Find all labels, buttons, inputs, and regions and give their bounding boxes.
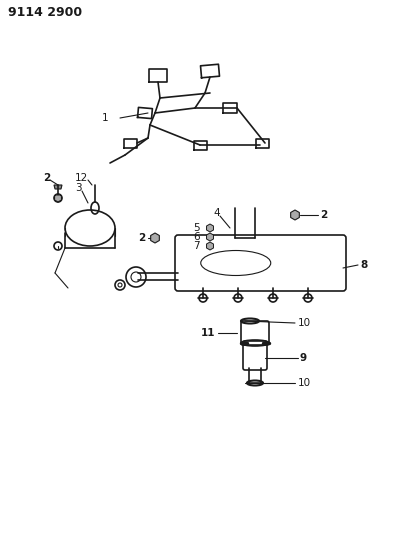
Text: 1: 1 (102, 113, 108, 123)
Text: 4: 4 (213, 208, 220, 218)
Text: 2: 2 (138, 233, 145, 243)
Text: 10: 10 (298, 378, 311, 388)
Text: 7: 7 (193, 241, 200, 251)
Text: 8: 8 (360, 260, 367, 270)
Text: 11: 11 (201, 328, 215, 338)
Polygon shape (207, 242, 213, 250)
Text: 10: 10 (298, 318, 311, 328)
Polygon shape (291, 210, 299, 220)
Text: 9: 9 (300, 353, 307, 363)
Text: 2: 2 (320, 210, 327, 220)
Text: 5: 5 (193, 223, 200, 233)
Text: 6: 6 (193, 232, 200, 242)
Polygon shape (151, 233, 159, 243)
Text: 12: 12 (75, 173, 88, 183)
Polygon shape (207, 224, 213, 232)
Polygon shape (54, 185, 62, 189)
Polygon shape (207, 233, 213, 241)
Polygon shape (55, 194, 62, 202)
Text: 9114 2900: 9114 2900 (8, 6, 82, 20)
Text: 2: 2 (43, 173, 50, 183)
Text: 3: 3 (75, 183, 82, 193)
